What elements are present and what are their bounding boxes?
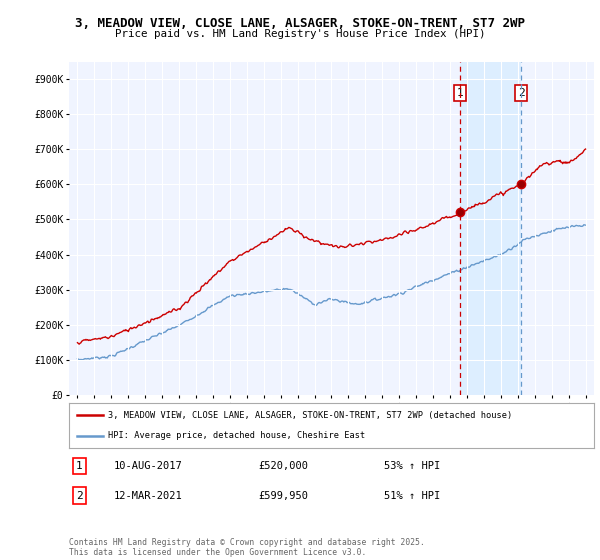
Text: 53% ↑ HPI: 53% ↑ HPI [384, 461, 440, 471]
Text: 2: 2 [76, 491, 83, 501]
Text: 10-AUG-2017: 10-AUG-2017 [113, 461, 182, 471]
Text: 1: 1 [76, 461, 83, 471]
Text: 51% ↑ HPI: 51% ↑ HPI [384, 491, 440, 501]
Text: HPI: Average price, detached house, Cheshire East: HPI: Average price, detached house, Ches… [109, 431, 365, 440]
Text: 3, MEADOW VIEW, CLOSE LANE, ALSAGER, STOKE-ON-TRENT, ST7 2WP: 3, MEADOW VIEW, CLOSE LANE, ALSAGER, STO… [75, 17, 525, 30]
Text: 3, MEADOW VIEW, CLOSE LANE, ALSAGER, STOKE-ON-TRENT, ST7 2WP (detached house): 3, MEADOW VIEW, CLOSE LANE, ALSAGER, STO… [109, 411, 512, 420]
Text: 12-MAR-2021: 12-MAR-2021 [113, 491, 182, 501]
Text: 1: 1 [457, 88, 464, 98]
Text: Price paid vs. HM Land Registry's House Price Index (HPI): Price paid vs. HM Land Registry's House … [115, 29, 485, 39]
Text: 2: 2 [518, 88, 524, 98]
Text: £599,950: £599,950 [258, 491, 308, 501]
Bar [460, 62, 521, 395]
Text: £520,000: £520,000 [258, 461, 308, 471]
Text: Contains HM Land Registry data © Crown copyright and database right 2025.
This d: Contains HM Land Registry data © Crown c… [69, 538, 425, 557]
